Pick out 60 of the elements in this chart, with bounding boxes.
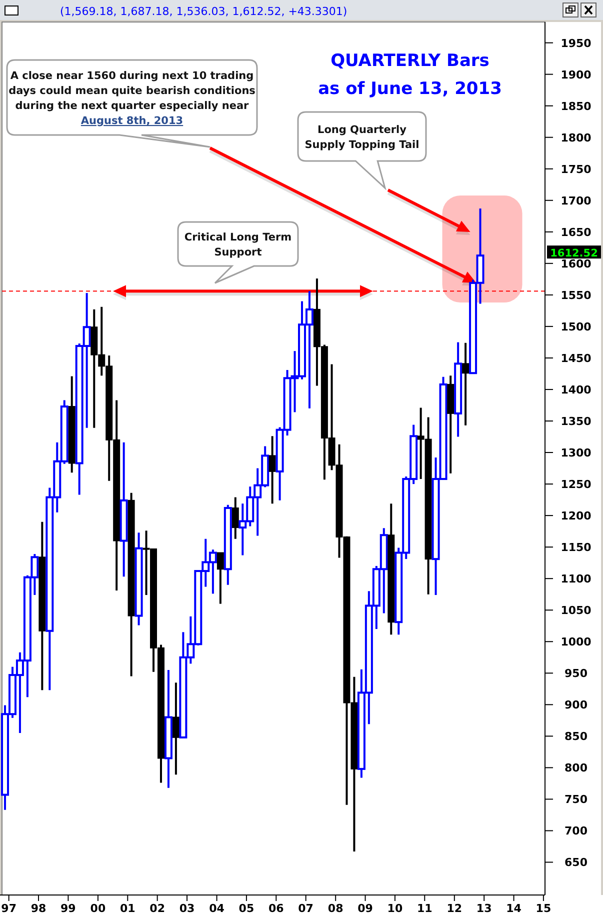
speech-bubble: A close near 1560 during next 10 trading days could mean quite bearish conditions during the next quarter especially near August 8th, 2013 bbox=[6, 59, 258, 148]
y-tick-label: 900 bbox=[564, 698, 588, 712]
y-tick-label: 1900 bbox=[560, 68, 592, 82]
text: QUARTERLY Bars as of June 13, 2013 bbox=[318, 51, 502, 99]
y-tick-label: 650 bbox=[564, 856, 588, 870]
y-tick-label: 1100 bbox=[560, 572, 592, 586]
x-tick-label: 07 bbox=[298, 902, 314, 915]
x-tick-label: 08 bbox=[328, 902, 344, 915]
x-tick-label: 15 bbox=[536, 902, 552, 915]
candlestick bbox=[462, 342, 470, 426]
y-tick-label: 1800 bbox=[560, 131, 592, 144]
y-tick-label: 850 bbox=[564, 730, 588, 744]
candlestick bbox=[232, 496, 239, 540]
annotation: Critical Long Term Support bbox=[184, 232, 292, 258]
x-tick-label: 01 bbox=[120, 902, 136, 915]
y-tick-label: 1450 bbox=[560, 352, 592, 365]
chart-subtitle: (1,569.18, 1,687.18, 1,536.03, 1,612.52, +43.3301) bbox=[60, 5, 348, 18]
candlestick bbox=[216, 552, 224, 605]
y-tick-label: 950 bbox=[564, 667, 588, 680]
y-tick-label: 1200 bbox=[560, 510, 592, 523]
speech-bubble: Long Quarterly Supply Topping Tail bbox=[297, 111, 427, 189]
candlestick bbox=[172, 682, 180, 776]
y-tick-label: 1300 bbox=[560, 446, 592, 460]
y-tick-label: 1550 bbox=[560, 288, 592, 302]
y-tick-label: 1250 bbox=[560, 478, 592, 492]
x-tick-label: 05 bbox=[238, 902, 254, 915]
y-tick-label: 1500 bbox=[560, 320, 592, 334]
y-tick-label: 1850 bbox=[560, 100, 592, 113]
x-tick-label: 13 bbox=[476, 902, 492, 915]
x-tick-label: 11 bbox=[416, 902, 432, 915]
x-tick-label: 10 bbox=[387, 902, 403, 915]
x-tick-label: 12 bbox=[446, 902, 462, 915]
speech-bubble: Critical Long Term Support bbox=[177, 221, 299, 284]
y-tick-label: 1700 bbox=[560, 194, 592, 208]
x-tick-label: 03 bbox=[179, 902, 195, 915]
y-tick-label: 1600 bbox=[560, 257, 592, 270]
x-tick-label: 04 bbox=[209, 902, 225, 915]
y-tick-label: 1000 bbox=[560, 636, 592, 649]
y-tick-label: 1050 bbox=[560, 604, 592, 618]
annotation: A close near 1560 during next 10 trading days could mean quite bearish conditions during the next quarter especially near August 8th, 2013 bbox=[8, 70, 256, 127]
annotation: Long Quarterly Supply Topping Tail bbox=[304, 124, 420, 151]
y-tick-label: 1150 bbox=[560, 541, 592, 554]
y-tick-label: 1650 bbox=[560, 226, 592, 239]
y-tick-label: 1350 bbox=[560, 414, 592, 428]
y-tick-label: 750 bbox=[564, 793, 588, 806]
x-tick-label: 98 bbox=[30, 902, 46, 915]
y-tick-label: 1750 bbox=[560, 162, 592, 176]
x-tick-label: 00 bbox=[90, 902, 106, 915]
x-tick-label: 14 bbox=[506, 902, 522, 915]
y-tick-label: 700 bbox=[564, 824, 588, 838]
x-tick-label: 06 bbox=[268, 902, 284, 915]
text: 1612.52 bbox=[550, 248, 598, 260]
y-tick-label: 1400 bbox=[560, 383, 592, 396]
y-tick-label: 1950 bbox=[560, 36, 592, 50]
x-tick-label: 99 bbox=[60, 902, 76, 915]
x-tick-label: 02 bbox=[150, 902, 165, 915]
x-tick-label: 09 bbox=[358, 902, 373, 915]
candlestick bbox=[268, 435, 276, 505]
y-tick-label: 800 bbox=[564, 762, 588, 775]
x-tick-label: 97 bbox=[1, 902, 16, 915]
